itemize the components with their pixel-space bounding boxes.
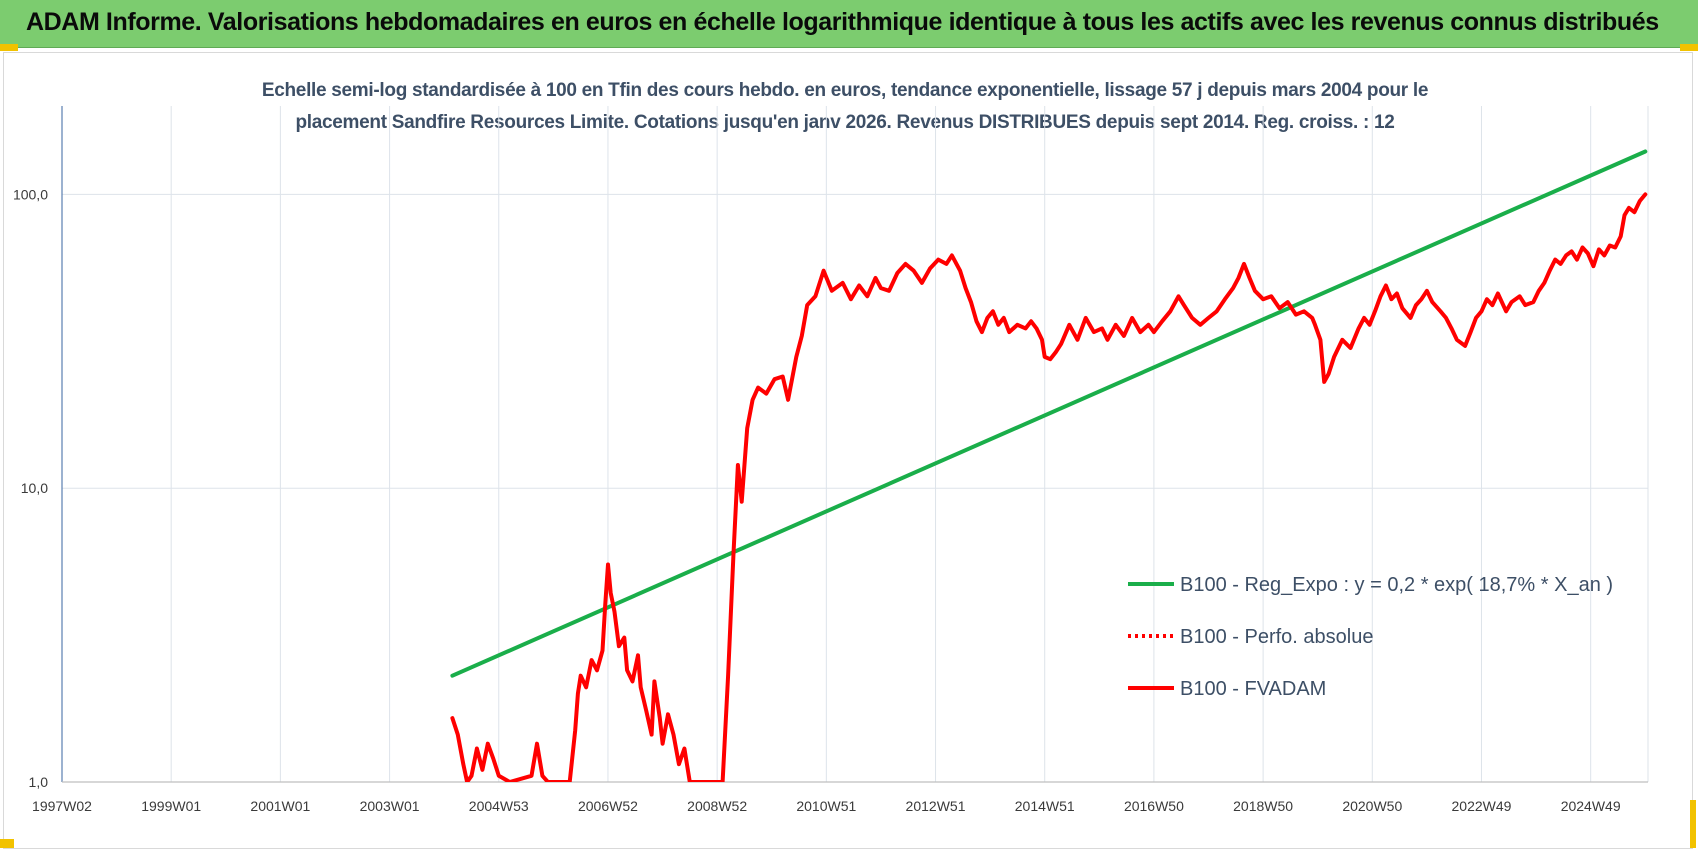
series-line-2 — [450, 192, 1648, 782]
y-tick-label: 100,0 — [13, 186, 48, 202]
y-tick-label: 10,0 — [21, 480, 48, 496]
x-tick-label: 2014W51 — [1015, 798, 1075, 814]
x-tick-label: 1999W01 — [141, 798, 201, 814]
x-tick-label: 2012W51 — [906, 798, 966, 814]
y-tick-label: 1,0 — [29, 774, 49, 790]
corner-marker — [1690, 800, 1696, 848]
x-tick-label: 2003W01 — [360, 798, 420, 814]
chart-subtitle: Echelle semi-log standardisée à 100 en T… — [60, 75, 1630, 139]
x-tick-label: 2004W53 — [469, 798, 529, 814]
x-tick-label: 2006W52 — [578, 798, 638, 814]
x-tick-label: 2008W52 — [687, 798, 747, 814]
chart-frame — [3, 52, 1693, 849]
corner-marker — [0, 44, 18, 51]
corner-marker — [0, 839, 14, 848]
x-tick-label: 2024W49 — [1561, 798, 1621, 814]
chart-subtitle-line-2: placement Sandfire Resources Limite. Cot… — [295, 112, 1395, 133]
chart-subtitle-line-1: Echelle semi-log standardisée à 100 en T… — [261, 80, 1429, 101]
legend-label-1: B100 - Perfo. absolue — [1180, 626, 1373, 648]
x-tick-label: 2020W50 — [1342, 798, 1402, 814]
chart-series — [450, 149, 1648, 782]
chart-axes: 1,0 10,0 100,0 1997W02 1999W01 2001W01 2003W01… — [13, 106, 1648, 814]
legend-label-0: B100 - Reg_Expo : y = 0,2 * exp( 18,7% *… — [1180, 574, 1613, 596]
chart-legend: B100 - Reg_Expo : y = 0,2 * exp( 18,7% *… — [1128, 574, 1613, 700]
page-title: ADAM Informe. Valorisations hebdomadaire… — [26, 8, 1659, 36]
x-tick-label: 2010W51 — [796, 798, 856, 814]
x-tick-label: 2001W01 — [250, 798, 310, 814]
chart-grid — [61, 106, 1649, 783]
x-tick-label: 2022W49 — [1452, 798, 1512, 814]
legend-label-2: B100 - FVADAM — [1180, 678, 1326, 700]
x-tick-label: 1997W02 — [32, 798, 92, 814]
corner-marker — [1680, 44, 1698, 51]
series-line-0 — [450, 149, 1648, 678]
x-tick-label: 2018W50 — [1233, 798, 1293, 814]
x-tick-label: 2016W50 — [1124, 798, 1184, 814]
title-banner: ADAM Informe. Valorisations hebdomadaire… — [0, 0, 1698, 48]
